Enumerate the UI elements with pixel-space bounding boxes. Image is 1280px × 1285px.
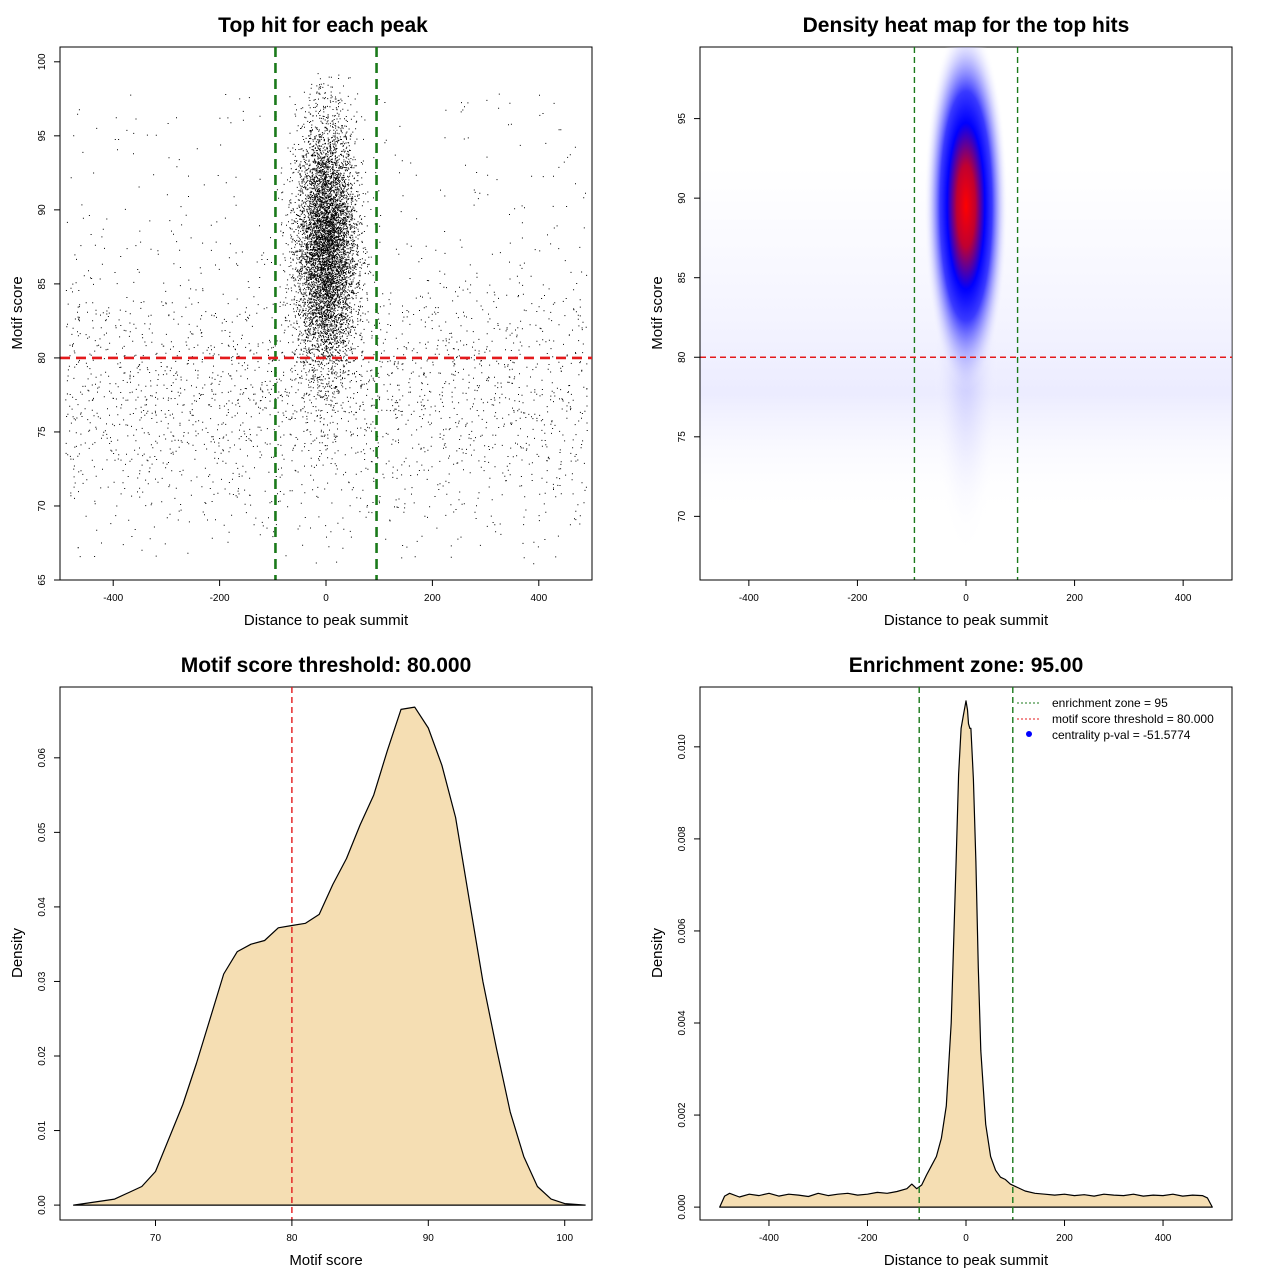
legend-centrality-point — [1026, 731, 1032, 737]
distance-density-y-label: Density — [649, 927, 666, 978]
score-density-curve — [73, 706, 586, 1206]
score-density-title: Motif score threshold: 80.000 — [181, 654, 472, 677]
y-tick-label: 0.000 — [677, 1194, 688, 1219]
y-tick-label: 0.002 — [677, 1102, 688, 1127]
heatmap-density-layer — [700, 47, 1232, 561]
y-tick-label: 85 — [677, 272, 688, 284]
y-tick-label: 75 — [37, 426, 48, 438]
y-tick-label: 95 — [677, 113, 688, 125]
y-tick-label: 0.06 — [37, 748, 48, 768]
y-tick-label: 95 — [37, 130, 48, 142]
y-tick-label: 75 — [677, 431, 688, 443]
x-tick-label: 400 — [1175, 593, 1192, 604]
y-tick-label: 0.008 — [677, 826, 688, 851]
x-tick-label: -400 — [103, 593, 123, 604]
legend-zone-label: enrichment zone = 95 — [1052, 696, 1168, 710]
scatter-panel: Top hit for each peak -400 -200 0 200 400 65… — [9, 14, 593, 629]
y-tick-label: 70 — [37, 500, 48, 512]
x-tick-label: 200 — [424, 593, 441, 604]
y-tick-label: 0.05 — [37, 822, 48, 842]
scatter-title: Top hit for each peak — [218, 14, 428, 37]
y-tick-label: 0.010 — [677, 734, 688, 759]
y-tick-label: 65 — [37, 574, 48, 586]
x-tick-label: -400 — [759, 1233, 779, 1244]
x-tick-label: 90 — [423, 1233, 435, 1244]
y-tick-label: 90 — [37, 204, 48, 216]
scatter-reference-lines — [60, 47, 592, 580]
distance-density-legend: enrichment zone = 95 motif score thresho… — [1017, 696, 1214, 742]
distance-density-reference-lines — [918, 687, 1014, 1220]
score-density-panel: Motif score threshold: 80.000 70 80 90 100 … — [9, 654, 593, 1269]
y-tick-label: 90 — [677, 192, 688, 204]
y-tick-label: 0.04 — [37, 897, 48, 917]
distance-density-x-axis: -400 -200 0 200 400 — [759, 1219, 1172, 1244]
score-density-x-axis: 70 80 90 100 — [150, 1219, 573, 1244]
x-tick-label: 0 — [323, 593, 329, 604]
distance-density-curve — [719, 700, 1213, 1208]
y-tick-label: 80 — [37, 352, 48, 364]
x-tick-label: -200 — [847, 593, 867, 604]
distance-density-panel: Enrichment zone: 95.00 -400 -200 0 200 400 0… — [649, 654, 1233, 1269]
x-tick-label: -400 — [739, 593, 759, 604]
heatmap-hotspot — [924, 47, 1008, 392]
distance-density-title: Enrichment zone: 95.00 — [849, 654, 1084, 677]
distance-density-x-label: Distance to peak summit — [884, 1252, 1049, 1269]
scatter-x-label: Distance to peak summit — [244, 612, 409, 629]
x-tick-label: 200 — [1066, 593, 1083, 604]
x-tick-label: -200 — [210, 593, 230, 604]
y-tick-label: 0.006 — [677, 918, 688, 943]
legend-threshold-label: motif score threshold = 80.000 — [1052, 712, 1214, 726]
scatter-y-label: Motif score — [9, 276, 26, 349]
density-area — [73, 706, 586, 1206]
x-tick-label: 400 — [1155, 1233, 1172, 1244]
heatmap-panel: Density heat map for the top hits -400 -2… — [649, 14, 1233, 629]
y-tick-label: 0.03 — [37, 971, 48, 991]
distance-density-y-axis: 0.000 0.002 0.004 0.006 0.008 0.010 — [677, 734, 701, 1220]
y-tick-label: 0.00 — [37, 1195, 48, 1215]
x-tick-label: 200 — [1056, 1233, 1073, 1244]
scatter-x-axis: -400 -200 0 200 400 — [103, 579, 548, 604]
heatmap-reference-lines — [700, 47, 1232, 580]
scatter-points — [65, 73, 588, 565]
y-tick-label: 0.01 — [37, 1120, 48, 1140]
heatmap-x-axis: -400 -200 0 200 400 — [739, 579, 1192, 604]
x-tick-label: 400 — [530, 593, 547, 604]
x-tick-label: 0 — [963, 593, 969, 604]
y-tick-label: 80 — [677, 351, 688, 363]
x-tick-label: 0 — [963, 1233, 969, 1244]
y-tick-label: 0.02 — [37, 1046, 48, 1066]
heatmap-x-label: Distance to peak summit — [884, 612, 1049, 629]
x-tick-label: 100 — [556, 1233, 573, 1244]
heatmap-y-label: Motif score — [649, 276, 666, 349]
heatmap-y-axis: 70 75 80 85 90 95 — [677, 113, 701, 522]
y-tick-label: 85 — [37, 278, 48, 290]
density-area — [719, 700, 1213, 1208]
y-tick-label: 0.004 — [677, 1010, 688, 1035]
y-tick-label: 70 — [677, 510, 688, 522]
y-tick-label: 100 — [37, 53, 48, 70]
legend-centrality-label: centrality p-val = -51.5774 — [1052, 728, 1191, 742]
scatter-point-cloud — [65, 73, 588, 565]
score-density-x-label: Motif score — [289, 1252, 362, 1269]
scatter-y-axis: 65 70 75 80 85 90 95 100 — [37, 53, 61, 586]
x-tick-label: -200 — [857, 1233, 877, 1244]
score-density-y-label: Density — [9, 927, 26, 978]
score-density-y-axis: 0.00 0.01 0.02 0.03 0.04 0.05 0.06 — [37, 748, 61, 1215]
x-tick-label: 70 — [150, 1233, 162, 1244]
heatmap-title: Density heat map for the top hits — [803, 14, 1130, 37]
x-tick-label: 80 — [286, 1233, 298, 1244]
